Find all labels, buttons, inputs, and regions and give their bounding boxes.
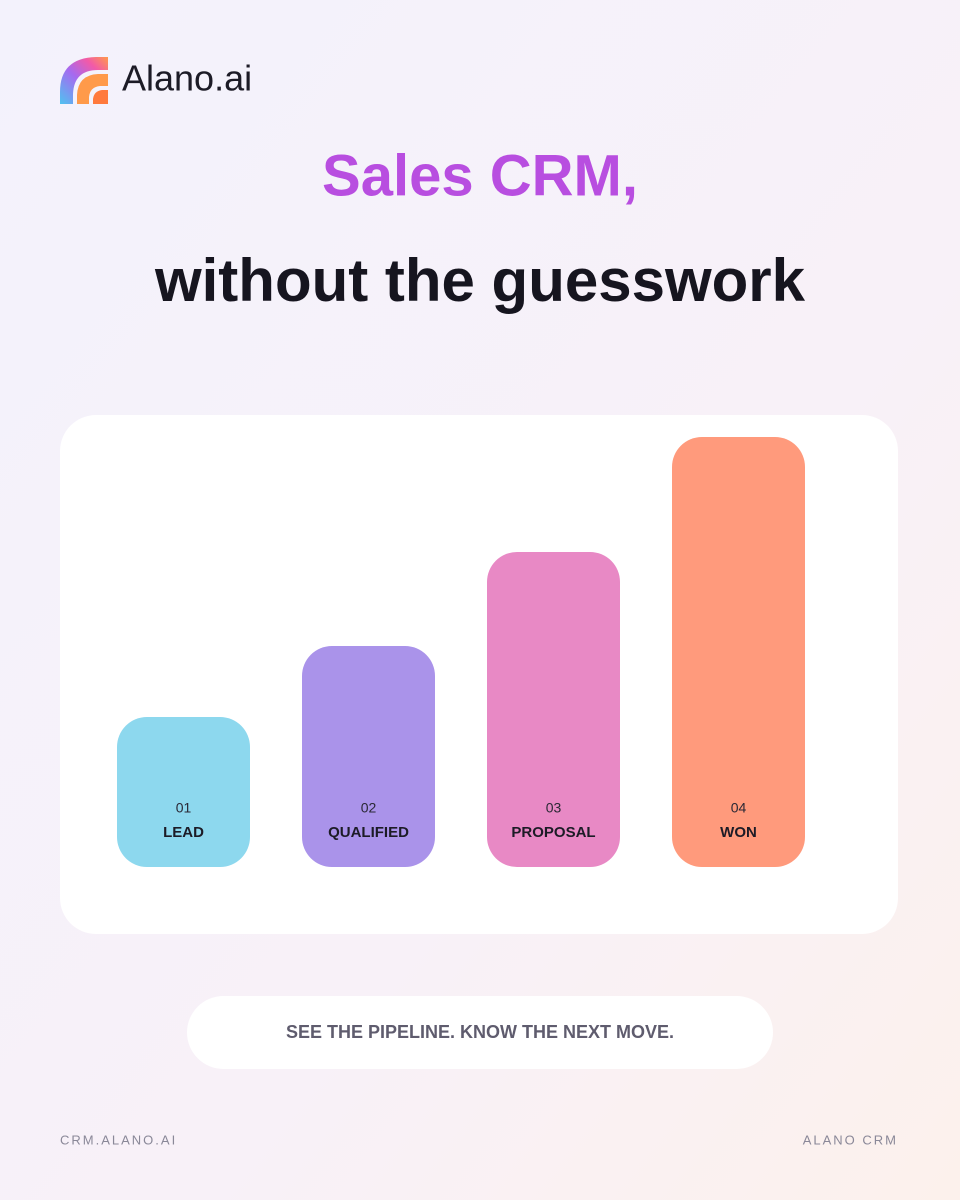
stage-label: LEAD: [163, 824, 204, 841]
stage-label: WON: [720, 824, 757, 841]
stage-number: 02: [361, 800, 377, 816]
footer-left: CRM.ALANO.AI: [60, 1132, 177, 1147]
stage-bar: [302, 646, 435, 867]
stage-number: 01: [176, 800, 192, 816]
tagline-pill: [187, 996, 773, 1069]
headline-line1: Sales CRM,: [322, 143, 638, 208]
tagline: SEE THE PIPELINE. KNOW THE NEXT MOVE.: [286, 1022, 674, 1042]
brand-name: Alano.ai: [122, 58, 252, 99]
stage-label: PROPOSAL: [511, 824, 595, 841]
footer-right: ALANO CRM: [803, 1132, 898, 1147]
stage-bar: [117, 717, 250, 867]
stage-bar: [487, 552, 620, 867]
stage-number: 04: [731, 800, 747, 816]
stage-number: 03: [546, 800, 562, 816]
logo: [60, 57, 108, 104]
headline-line2: without the guesswork: [154, 247, 806, 314]
stage-bar: [672, 437, 805, 867]
stage-label: QUALIFIED: [328, 824, 409, 841]
